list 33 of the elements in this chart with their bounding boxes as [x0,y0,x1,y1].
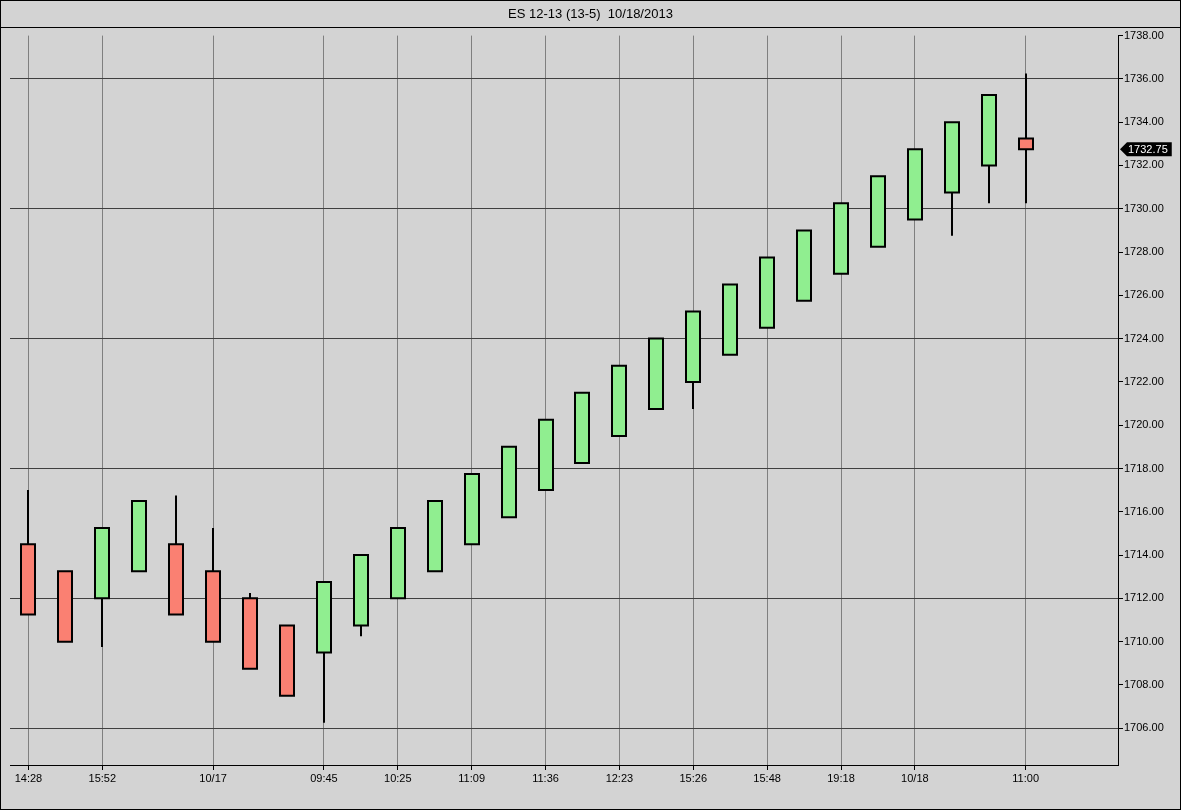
y-tick-label: 1720.00 [1124,418,1164,431]
y-tick-label: 1726.00 [1124,288,1164,301]
y-tick-label: 1738.00 [1124,28,1164,41]
x-tick-label: 10:25 [384,771,412,784]
x-tick-label: 10/18 [901,771,929,784]
y-tick-label: 1718.00 [1124,461,1164,474]
candlestick [1018,72,1034,205]
y-tick-label: 1736.00 [1124,71,1164,84]
y-tick-label: 1710.00 [1124,634,1164,647]
x-tick-label: 11:00 [1012,771,1040,784]
x-tick-label: 15:48 [753,771,781,784]
x-tick-label: 14:28 [14,771,43,784]
y-tick-label: 1712.00 [1124,591,1164,604]
chart-title: ES 12-13 (13-5) 10/18/2013 [1,1,1180,28]
y-tick-label: 1728.00 [1124,245,1164,258]
y-tick-label: 1732.00 [1124,158,1164,171]
y-tick-label: 1734.00 [1124,115,1164,128]
x-tick-label: 15:26 [679,771,708,784]
x-tick-label: 11:09 [458,771,486,784]
y-tick-label: 1730.00 [1124,201,1164,214]
y-tick-label: 1724.00 [1124,331,1164,344]
x-tick-label: 19:18 [827,771,855,784]
x-tick-label: 15:52 [88,771,117,784]
x-tick-label: 12:23 [605,771,634,784]
text: 1732.75 [1128,142,1168,155]
x-tick-label: 11:36 [532,771,559,784]
x-tick-label: 10/17 [199,771,227,784]
y-tick-label: 1722.00 [1124,374,1164,387]
x-tick-label: 09:45 [310,771,338,784]
y-tick-label: 1708.00 [1124,677,1164,690]
y-tick-label: 1714.00 [1124,548,1164,561]
y-tick-label: 1716.00 [1124,504,1164,517]
y-tick-label: 1706.00 [1124,721,1164,734]
